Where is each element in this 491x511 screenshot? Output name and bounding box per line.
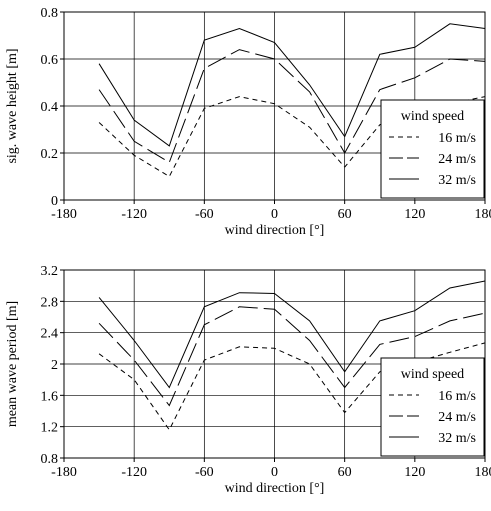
x-tick-label: -120 [121, 465, 147, 480]
series-line-32-m-s [98, 280, 486, 389]
legend-entry-label: 24 m/s [438, 410, 476, 425]
legend-box [380, 357, 485, 457]
y-tick-label: 0 [51, 194, 58, 209]
y-tick-label: 0.4 [41, 100, 59, 115]
series-line-24-m-s [98, 306, 486, 407]
y-tick-label: 1.2 [41, 421, 59, 436]
x-tick-label: -60 [195, 207, 214, 222]
y-tick-label: 0.2 [41, 147, 59, 162]
x-axis-label: wind direction [°] [225, 481, 325, 496]
x-tick-label: 0 [271, 207, 278, 222]
x-tick-label: -60 [195, 465, 214, 480]
x-axis-label: wind direction [°] [225, 223, 325, 238]
legend-entry-label: 32 m/s [438, 431, 476, 446]
x-tick-label: 120 [404, 207, 425, 222]
y-tick-label: 0.6 [41, 53, 59, 68]
y-tick-label: 2.8 [41, 295, 59, 310]
x-tick-label: 60 [338, 207, 352, 222]
y-axis-label: mean wave period [m] [5, 301, 20, 427]
x-tick-label: -180 [51, 465, 77, 480]
x-tick-label: 180 [475, 465, 491, 480]
y-axis-label: sig. wave height [m] [5, 48, 20, 163]
legend-entry-label: 16 m/s [438, 389, 476, 404]
x-tick-label: 0 [271, 465, 278, 480]
legend-entry-label: 24 m/s [438, 152, 476, 167]
x-tick-label: 180 [475, 207, 491, 222]
x-tick-label: 120 [404, 465, 425, 480]
y-tick-label: 0.8 [41, 6, 59, 21]
y-tick-label: 3.2 [41, 264, 59, 279]
legend-title: wind speed [401, 367, 464, 382]
y-tick-label: 0.8 [41, 452, 59, 467]
y-tick-label: 2.4 [41, 327, 59, 342]
wave-period-panel: -180 -120 -60 0 60 120 180 0.8 1.2 1.6 2 2.4 2.8 3.2 w… [5, 264, 491, 496]
series-line-24-m-s [98, 49, 486, 164]
x-tick-label: -180 [51, 207, 77, 222]
legend-title: wind speed [401, 109, 464, 124]
y-tick-label: 2 [51, 358, 58, 373]
legend-box [380, 99, 485, 199]
series-line-32-m-s [98, 23, 486, 147]
legend-entry-label: 32 m/s [438, 173, 476, 188]
y-tick-label: 1.6 [41, 389, 59, 404]
x-tick-label: -120 [121, 207, 147, 222]
wave-height-panel: -180 -120 -60 0 60 120 180 0 0.2 0.4 0.6 0.8 wind di… [5, 6, 491, 238]
legend-entry-label: 16 m/s [438, 131, 476, 146]
x-tick-label: 60 [338, 465, 352, 480]
